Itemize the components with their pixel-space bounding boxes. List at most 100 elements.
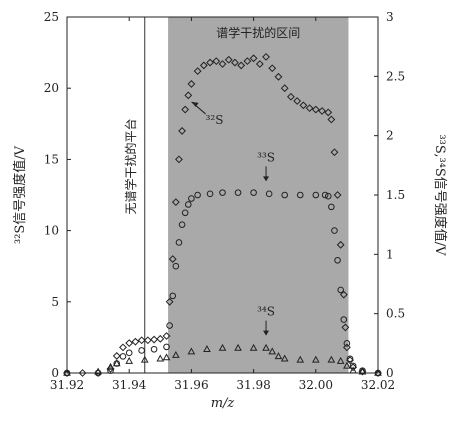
- series-0-point-35: [280, 84, 289, 93]
- series-1-point-18: [206, 190, 214, 198]
- series-0-point-34: [274, 72, 283, 81]
- series-0-point-8: [137, 336, 146, 345]
- series-2-point-1: [94, 367, 102, 375]
- series-0-point-51: [349, 363, 358, 372]
- series-1-point-17: [194, 191, 201, 199]
- series-0-point-1: [78, 369, 87, 377]
- series-0-point-9: [143, 336, 152, 345]
- series-1-point-10: [169, 292, 177, 300]
- annotation-1: ³³S: [257, 150, 275, 164]
- series-2-point-11: [218, 343, 227, 351]
- series-2-point-24: [358, 367, 367, 375]
- series-1: [63, 189, 382, 377]
- series-1-point-33: [343, 340, 351, 347]
- y-right-tick-label-5: 2.5: [386, 69, 405, 83]
- series-1-point-14: [181, 209, 189, 217]
- series-0-point-13: [165, 297, 174, 306]
- x-axis-title: m/z: [211, 396, 235, 411]
- y-left-tick-label-3: 15: [44, 152, 59, 166]
- x-tick-label-1: 31.94: [112, 378, 147, 392]
- series-0-point-45: [333, 191, 342, 199]
- annotation-arrowhead-1: [263, 176, 270, 182]
- y-right-tick-label-4: 2: [386, 129, 394, 143]
- series-0-point-22: [199, 61, 208, 70]
- series-0-point-38: [299, 101, 308, 110]
- series-1-point-7: [150, 345, 158, 353]
- series-0-point-24: [212, 57, 221, 66]
- y-left-tick-label-1: 5: [51, 295, 59, 309]
- region-label: 谱学干扰的区间: [216, 25, 300, 40]
- series-0-point-14: [168, 255, 177, 263]
- series-2-point-4: [125, 356, 134, 364]
- y-left-axis-title: ³²S信号强度值/V: [12, 145, 28, 244]
- series-0-point-21: [193, 67, 202, 76]
- series-2-point-12: [234, 343, 242, 351]
- series-0-point-28: [237, 61, 246, 70]
- chart-labels: 31.92 31.94 31.96 31.98 32.00 32.020510152025…: [12, 10, 448, 411]
- x-tick-label-0: 31.92: [50, 378, 84, 392]
- series-0-point-40: [311, 105, 320, 114]
- series-1-point-16: [188, 195, 195, 202]
- series-1-point-21: [250, 189, 257, 196]
- series-0-point-44: [330, 148, 339, 157]
- y-right-tick-label-0: 0: [386, 366, 394, 380]
- x-tick-label-4: 32.00: [299, 378, 333, 392]
- series-1-point-19: [219, 189, 226, 196]
- annotation-arrowhead-0: [191, 101, 199, 107]
- y-left-tick-label-4: 20: [44, 81, 59, 95]
- series-1-point-22: [265, 190, 273, 198]
- series-2-point-21: [336, 356, 345, 364]
- series-0-point-18: [181, 105, 190, 114]
- series-1-point-29: [331, 227, 338, 234]
- series-0-point-49: [342, 343, 351, 352]
- series-0-point-6: [125, 339, 134, 348]
- series-1-point-8: [163, 343, 170, 351]
- series-0-point-42: [324, 108, 333, 117]
- series-0-point-31: [255, 60, 264, 68]
- series-2-point-14: [262, 343, 270, 351]
- plot-axes: [66, 16, 379, 374]
- series-2-point-7: [162, 353, 171, 361]
- series-0-point-52: [358, 367, 367, 376]
- data-series: [63, 52, 382, 377]
- series-0-point-5: [119, 343, 127, 352]
- series-2-point-19: [311, 355, 320, 363]
- series-2: [63, 343, 382, 376]
- y-left-tick-label-0: 0: [51, 366, 59, 380]
- series-1-point-15: [184, 201, 192, 208]
- y-right-tick-label-1: 0.5: [386, 307, 405, 321]
- y-left-tick-label-5: 25: [44, 10, 59, 24]
- series-0: [63, 52, 382, 377]
- series-1-point-27: [324, 192, 332, 200]
- series-0-point-46: [336, 240, 345, 249]
- series-0-point-16: [175, 155, 183, 164]
- series-0-point-36: [287, 92, 295, 101]
- series-1-point-13: [178, 221, 186, 228]
- series-1-point-34: [346, 355, 354, 363]
- series-0-point-37: [293, 97, 302, 105]
- series-0-point-39: [305, 104, 314, 113]
- annotation-0: ³²S: [206, 113, 224, 127]
- series-2-point-10: [203, 345, 211, 352]
- series-1-point-20: [234, 189, 242, 196]
- series-0-point-7: [131, 337, 140, 346]
- y-right-tick-label-3: 1.5: [386, 188, 405, 202]
- series-1-point-6: [138, 347, 145, 354]
- series-1-point-11: [172, 262, 180, 270]
- series-0-point-48: [341, 323, 350, 332]
- series-1-point-24: [296, 191, 304, 199]
- series-1-point-25: [312, 191, 320, 199]
- series-0-point-19: [184, 91, 193, 100]
- series-0-point-4: [112, 352, 121, 360]
- series-0-point-12: [162, 332, 171, 340]
- series-0-point-50: [346, 356, 354, 365]
- series-2-point-16: [274, 352, 283, 360]
- annotation-2: ³⁴S: [257, 305, 275, 319]
- y-right-tick-label-6: 3: [386, 10, 394, 24]
- series-1-point-31: [337, 286, 344, 294]
- series-1-point-23: [281, 191, 289, 199]
- x-tick-label-3: 31.98: [236, 378, 270, 392]
- series-0-point-29: [243, 57, 252, 66]
- series-2-point-20: [327, 355, 336, 363]
